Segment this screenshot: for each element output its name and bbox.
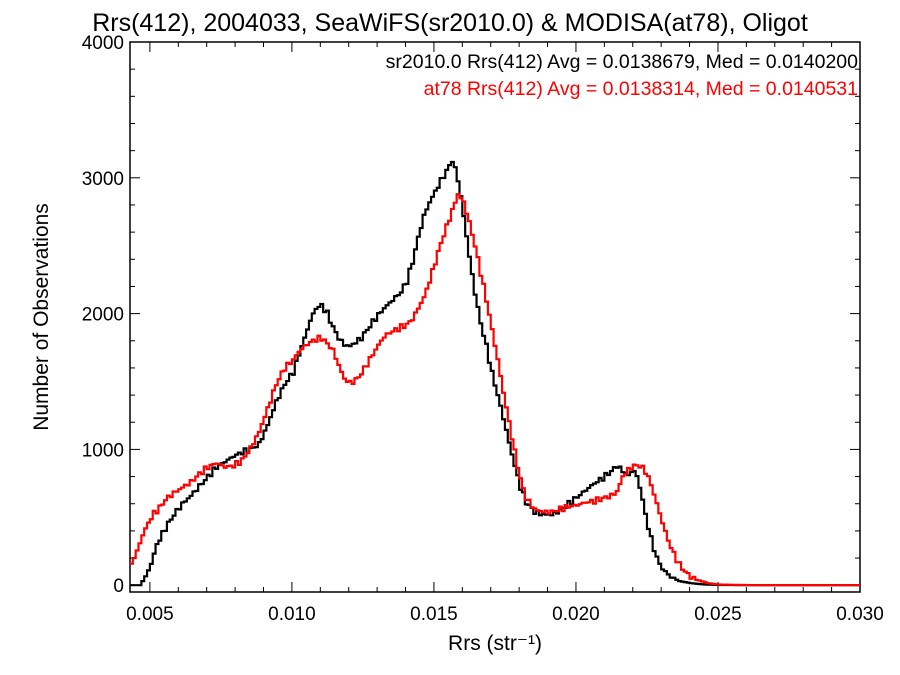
x-axis-label: Rrs (str⁻¹) <box>448 632 542 655</box>
series-0-line <box>130 160 860 587</box>
axis-ticks <box>130 41 861 592</box>
legend-entry-red: at78 Rrs(412) Avg = 0.0138314, Med = 0.0… <box>424 78 858 100</box>
plot-frame <box>129 41 861 593</box>
x-tick-label: 0.005 <box>126 604 174 625</box>
tick-labels: 0.005 0.010 0.015 0.020 0.025 0.030 0 1000 2000 3… <box>82 33 884 625</box>
x-tick-label: 0.015 <box>410 604 458 625</box>
legend-entry-black: sr2010.0 Rrs(412) Avg = 0.0138679, Med =… <box>386 51 858 73</box>
y-tick-label: 3000 <box>82 169 124 190</box>
x-tick-label: 0.030 <box>836 604 884 625</box>
y-tick-label: 2000 <box>82 305 124 326</box>
x-tick-label: 0.020 <box>552 604 600 625</box>
y-tick-label: 1000 <box>82 440 124 461</box>
series-layer <box>130 160 860 587</box>
y-axis-label: Number of Observations <box>30 203 53 431</box>
x-tick-label: 0.025 <box>694 604 742 625</box>
x-tick-label: 0.010 <box>268 604 316 625</box>
chart-title: Rrs(412), 2004033, SeaWiFS(sr2010.0) & M… <box>92 9 808 37</box>
y-tick-label: 4000 <box>82 33 124 54</box>
y-tick-label: 0 <box>113 576 124 597</box>
series-1-line <box>130 193 860 587</box>
